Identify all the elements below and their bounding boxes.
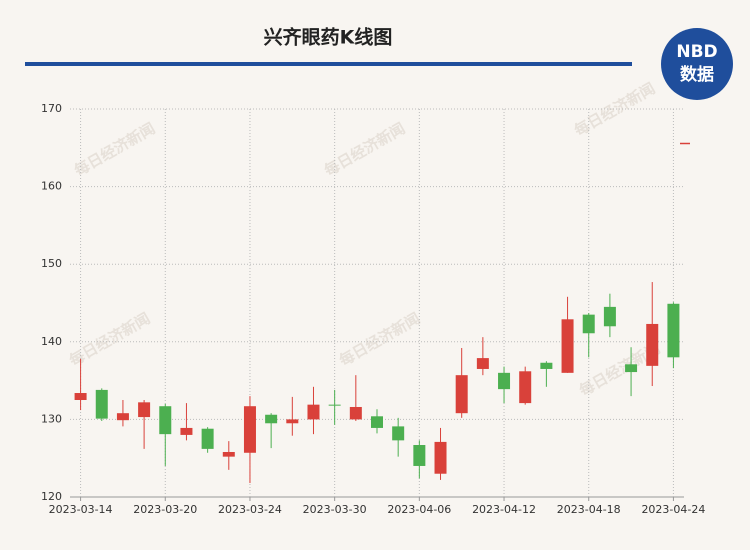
y-tick-label: 140 [41,335,62,348]
watermark: 每日经济新闻 [71,119,158,180]
candle-body [498,372,511,390]
x-tick-label: 2023-03-30 [303,503,367,516]
candle-body [328,404,341,406]
y-tick-label: 160 [41,180,62,193]
y-tick-label: 170 [41,102,62,115]
candle-body [540,362,553,369]
title-rule [25,62,632,66]
candle-body [646,323,659,366]
candle-body [455,375,468,414]
watermark: 每日经济新闻 [66,309,153,370]
x-tick-label: 2023-04-24 [641,503,705,516]
x-tick-label: 2023-03-24 [218,503,282,516]
logo-text: 数据 [680,64,714,85]
candle-body [476,358,489,369]
watermark: 每日经济新闻 [321,119,408,180]
chart-title: 兴齐眼药K线图 [264,26,393,49]
candle-body [74,393,87,400]
watermark: 每日经济新闻 [336,309,423,370]
x-tick-label: 2023-04-12 [472,503,536,516]
candle-body [307,404,320,420]
watermark: 每日经济新闻 [571,79,658,140]
candle-body [180,427,193,435]
logo [661,28,733,100]
logo-text: NBD [676,42,717,62]
candle-body [392,426,405,441]
candle-body [413,445,426,466]
candle-body [603,306,616,327]
candle-body [519,371,532,404]
candle-body [561,319,574,373]
candle-body [582,314,595,334]
candle-body [201,428,214,449]
x-tick-label: 2023-03-20 [133,503,197,516]
candle-body [159,406,172,435]
candle-body [434,441,447,474]
candle-body [138,402,151,418]
candle-body [667,303,680,358]
y-tick-label: 120 [41,490,62,503]
candle-body [371,416,383,428]
y-tick-label: 150 [41,257,62,270]
candle-body [286,419,299,424]
candle-body [116,413,129,421]
candle-body [243,406,256,453]
x-tick-label: 2023-04-18 [557,503,621,516]
x-tick-label: 2023-03-14 [49,503,113,516]
candle-body [265,414,278,424]
y-tick-label: 130 [41,412,62,425]
candle-body [222,451,235,457]
candle-body [625,364,638,373]
candle-body [95,389,108,419]
candle-body [349,406,362,420]
x-tick-label: 2023-04-06 [387,503,451,516]
